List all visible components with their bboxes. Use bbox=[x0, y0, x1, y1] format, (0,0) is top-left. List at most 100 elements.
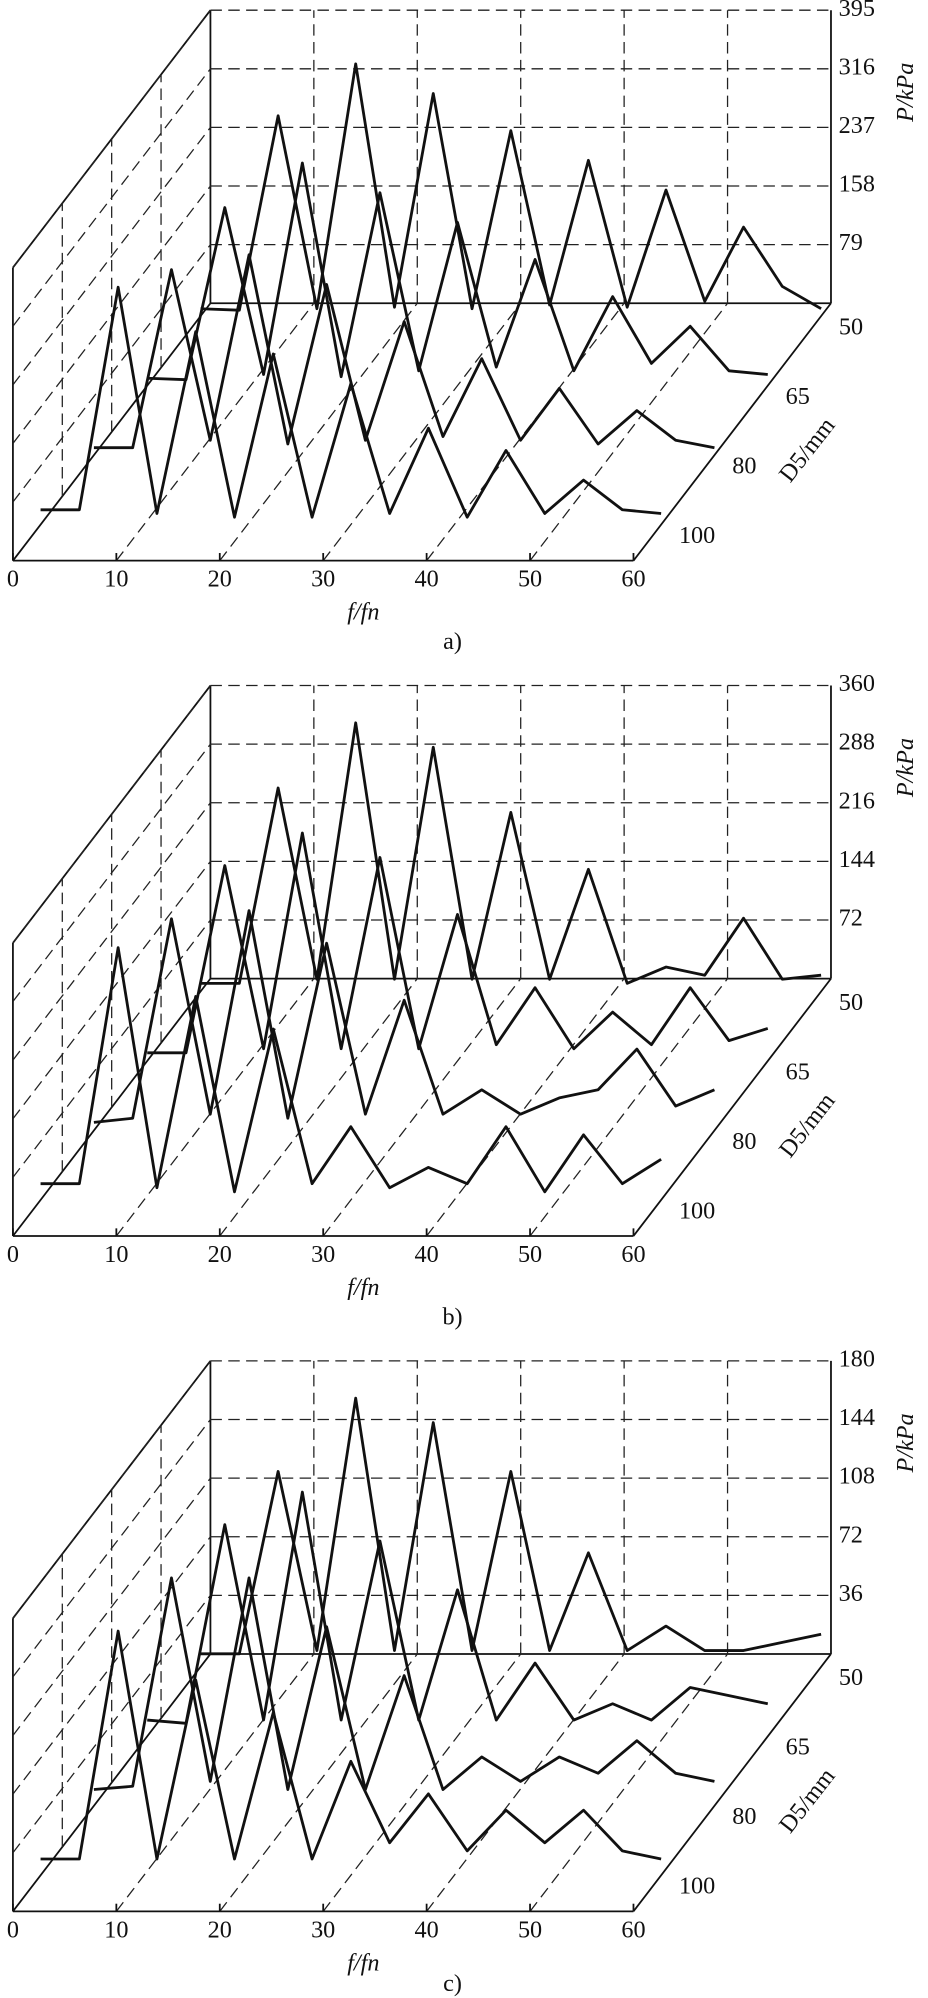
y-tick-label: 158 bbox=[839, 171, 875, 198]
grid-line bbox=[115, 1653, 315, 1912]
grid-line bbox=[115, 302, 315, 562]
grid-line bbox=[12, 1594, 211, 1854]
grid-line bbox=[12, 1360, 211, 1619]
grid-line bbox=[322, 978, 522, 1237]
y-tick-label: 180 bbox=[839, 1345, 875, 1372]
x-tick-label: 20 bbox=[208, 566, 232, 593]
x-tick-label: 10 bbox=[104, 1241, 128, 1268]
x-tick-label: 10 bbox=[104, 566, 128, 593]
grid-line bbox=[529, 1653, 729, 1912]
grid-line bbox=[12, 244, 211, 503]
series-line bbox=[200, 1396, 822, 1656]
x-tick-label: 20 bbox=[208, 1241, 232, 1268]
x-tick-label: 40 bbox=[415, 1241, 439, 1268]
axis-line bbox=[632, 1653, 832, 1912]
grid-line bbox=[12, 802, 211, 1061]
x-axis-label: f/fn bbox=[347, 1949, 379, 1976]
grid-line bbox=[426, 978, 625, 1237]
series-line bbox=[93, 1576, 715, 1791]
y-axis-label: P/kPa bbox=[892, 1413, 919, 1473]
x-tick-label: 20 bbox=[208, 1916, 232, 1943]
grid-line bbox=[529, 302, 729, 562]
series-line bbox=[200, 721, 822, 985]
y-axis-label: P/kPa bbox=[892, 738, 919, 798]
axis-line bbox=[632, 302, 832, 562]
x-tick-label: 60 bbox=[621, 1916, 645, 1943]
grid-line bbox=[219, 1653, 418, 1912]
series-line bbox=[40, 946, 662, 1194]
grid-line bbox=[12, 1477, 211, 1736]
depth-label: 65 bbox=[786, 1058, 810, 1085]
depth-label: 50 bbox=[839, 1664, 863, 1691]
x-tick-label: 50 bbox=[518, 566, 542, 593]
caption: b) bbox=[442, 1303, 462, 1330]
x-tick-label: 0 bbox=[7, 1241, 19, 1268]
y-tick-label: 144 bbox=[839, 1404, 875, 1431]
z-axis-label: D5/mm bbox=[774, 412, 841, 487]
y-tick-label: 288 bbox=[839, 729, 875, 756]
x-axis-label: f/fn bbox=[347, 1274, 379, 1301]
depth-label: 100 bbox=[679, 1873, 715, 1900]
grid-line bbox=[322, 1653, 522, 1912]
x-axis-label: f/fn bbox=[347, 599, 379, 626]
axis-line bbox=[632, 978, 832, 1237]
depth-label: 50 bbox=[839, 313, 863, 340]
depth-label: 80 bbox=[732, 1128, 756, 1155]
grid-line bbox=[115, 978, 315, 1237]
z-axis-label: D5/mm bbox=[774, 1088, 841, 1163]
depth-label: 65 bbox=[786, 1734, 810, 1761]
y-tick-label: 216 bbox=[839, 787, 875, 814]
series-line bbox=[40, 285, 662, 519]
y-tick-label: 36 bbox=[839, 1580, 863, 1607]
series-line bbox=[200, 62, 822, 312]
y-tick-label: 316 bbox=[839, 53, 875, 80]
depth-label: 50 bbox=[839, 989, 863, 1016]
grid-line bbox=[12, 68, 211, 327]
x-tick-label: 60 bbox=[621, 1241, 645, 1268]
x-tick-label: 30 bbox=[311, 566, 335, 593]
x-tick-label: 0 bbox=[7, 566, 19, 593]
grid-line bbox=[426, 1653, 625, 1912]
series-line bbox=[40, 1629, 662, 1861]
grid-line bbox=[12, 685, 211, 944]
depth-label: 100 bbox=[679, 522, 715, 549]
grid-line bbox=[322, 302, 522, 562]
y-tick-label: 144 bbox=[839, 846, 875, 873]
grid-line bbox=[219, 978, 418, 1237]
series-line bbox=[93, 253, 715, 450]
x-tick-label: 60 bbox=[621, 566, 645, 593]
grid-line bbox=[12, 1419, 211, 1678]
y-tick-label: 360 bbox=[839, 670, 875, 697]
grid-line bbox=[12, 919, 211, 1178]
x-tick-label: 10 bbox=[104, 1916, 128, 1943]
x-tick-label: 30 bbox=[311, 1916, 335, 1943]
y-tick-label: 237 bbox=[839, 112, 875, 139]
grid-line bbox=[12, 127, 211, 386]
y-tick-label: 395 bbox=[839, 0, 875, 22]
series-line bbox=[147, 831, 769, 1055]
x-tick-label: 50 bbox=[518, 1241, 542, 1268]
series-line bbox=[93, 909, 715, 1124]
grid-line bbox=[12, 185, 211, 444]
series-line bbox=[147, 1490, 769, 1725]
x-tick-label: 0 bbox=[7, 1916, 19, 1943]
grid-line bbox=[529, 978, 729, 1237]
caption: c) bbox=[443, 1970, 462, 1997]
y-axis-label: P/kPa bbox=[892, 63, 919, 123]
grid-line bbox=[12, 9, 211, 268]
y-tick-label: 79 bbox=[839, 229, 863, 256]
grid-line bbox=[219, 302, 418, 562]
depth-label: 100 bbox=[679, 1197, 715, 1224]
y-tick-label: 72 bbox=[839, 1521, 863, 1548]
x-tick-label: 40 bbox=[415, 1916, 439, 1943]
depth-label: 65 bbox=[786, 383, 810, 410]
caption: a) bbox=[443, 628, 462, 655]
x-tick-label: 30 bbox=[311, 1241, 335, 1268]
z-axis-label: D5/mm bbox=[774, 1763, 841, 1838]
y-tick-label: 72 bbox=[839, 905, 863, 932]
y-tick-label: 108 bbox=[839, 1463, 875, 1490]
depth-label: 80 bbox=[732, 1803, 756, 1830]
series-line bbox=[147, 161, 768, 382]
